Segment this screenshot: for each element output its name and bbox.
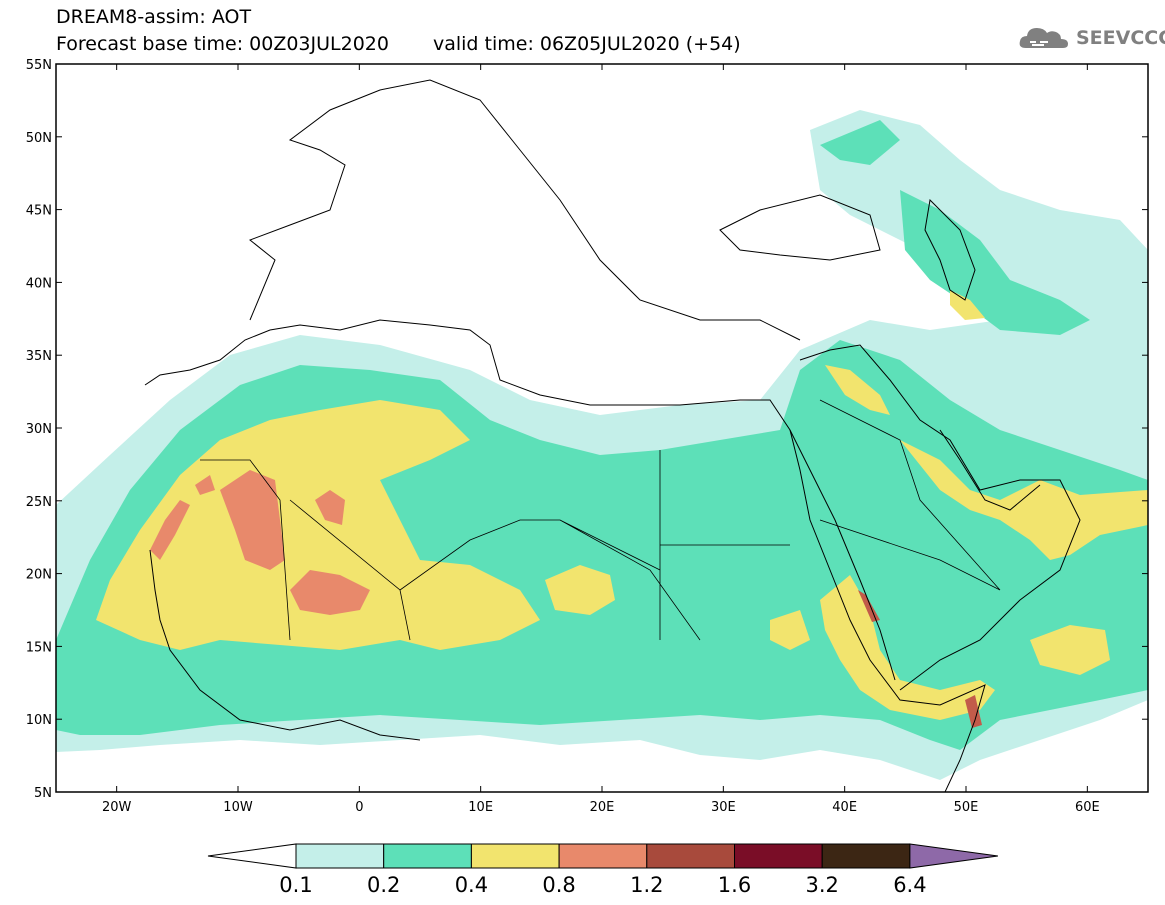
colorbar-label: 6.4: [893, 873, 926, 897]
aot-contour-level2-north: [820, 120, 1090, 335]
lat-tick-label: 20N: [26, 568, 52, 583]
axis-ticks: 5N 10N 15N 20N 25N 30N 35N 40N 45N 50N 55N 20W 10W 0 1…: [26, 58, 1148, 815]
coastlines: [144, 79, 1081, 792]
aot-contour-level3-red-sea: [820, 575, 995, 720]
colorbar: 0.1 0.2 0.4 0.8 1.2 1.6 3.2 6.4: [207, 843, 998, 897]
europe-coastline: [249, 79, 801, 341]
aot-contour-level4-west: [220, 470, 285, 570]
aot-contour-level4-algeria: [315, 490, 345, 525]
aot-contour-level3-arabia: [900, 440, 1148, 560]
lon-tick-label: 20E: [590, 800, 615, 815]
seevccc-logo: SEEVCCC: [1018, 24, 1165, 52]
lat-tick-label: 5N: [34, 786, 52, 801]
arabia-coastline: [799, 344, 1081, 691]
colorbar-swatch: [558, 843, 648, 869]
lon-tick-label: 50E: [954, 800, 979, 815]
aot-contour-level3-sahara: [96, 400, 540, 650]
lon-tick-label: 40E: [832, 800, 857, 815]
colorbar-swatch: [646, 843, 735, 869]
black-sea-coastline: [719, 194, 881, 261]
colorbar-label: 0.2: [367, 873, 400, 897]
aot-contour-level3-somalia-sea: [1030, 625, 1110, 675]
logo-text: SEEVCCC: [1076, 27, 1165, 49]
lat-tick-label: 55N: [26, 58, 52, 73]
colorbar-swatch: [383, 843, 472, 869]
lat-tick-label: 35N: [26, 349, 52, 364]
lon-tick-label: 0: [355, 800, 363, 815]
aot-contour-level3-ethiopia: [770, 610, 810, 650]
valid-time: valid time: 06Z05JUL2020 (+54): [432, 33, 741, 55]
lat-tick-label: 25N: [26, 495, 52, 510]
lat-tick-label: 40N: [26, 276, 52, 291]
lon-tick-label: 60E: [1075, 800, 1100, 815]
colorbar-swatch: [821, 843, 911, 869]
lon-tick-label: 10W: [223, 800, 253, 815]
colorbar-label: 1.6: [718, 873, 751, 897]
plot-title: DREAM8-assim: AOT: [56, 6, 252, 28]
colorbar-overflow-triangle: [909, 843, 998, 869]
africa-coastline: [144, 319, 986, 792]
caspian-coastline: [924, 198, 976, 301]
lat-tick-label: 10N: [26, 713, 52, 728]
colorbar-label: 1.2: [630, 873, 663, 897]
aot-contour-level4-mali: [290, 570, 370, 615]
colorbar-label: 0.1: [279, 873, 312, 897]
red-sea-coastline: [789, 429, 896, 681]
lat-tick-label: 50N: [26, 131, 52, 146]
cloud-icon: [1019, 28, 1068, 48]
aot-contour-level3-levant: [825, 365, 890, 415]
colorbar-label: 3.2: [805, 873, 838, 897]
lon-tick-label: 30E: [711, 800, 736, 815]
lat-tick-label: 30N: [26, 422, 52, 437]
colorbar-swatch: [734, 843, 823, 869]
colorbar-label: 0.8: [542, 873, 575, 897]
aot-contour-level4-coast: [150, 500, 190, 560]
colorbar-swatch: [295, 843, 385, 869]
country-borders: [200, 399, 1001, 641]
persian-gulf-coastline: [939, 429, 1041, 511]
colorbar-swatch: [470, 843, 560, 869]
west-africa-coastline: [149, 549, 421, 741]
aot-field: [56, 110, 1148, 780]
aot-contour-level3-sudan: [545, 565, 615, 615]
time-info: Forecast base time: 00Z03JUL2020 valid ti…: [56, 33, 741, 55]
lon-tick-label: 20W: [102, 800, 132, 815]
lat-tick-label: 45N: [26, 204, 52, 219]
lat-tick-label: 15N: [26, 640, 52, 655]
aot-contour-level4-somalia: [965, 695, 982, 728]
colorbar-label: 0.4: [455, 873, 488, 897]
aot-contour-level4-morocco: [195, 475, 215, 495]
lon-tick-label: 10E: [468, 800, 493, 815]
aot-contour-level3-caspian: [950, 290, 985, 320]
forecast-base-time: Forecast base time: 00Z03JUL2020: [56, 33, 389, 55]
aot-contour-level4-redsea: [858, 590, 880, 622]
colorbar-underflow-triangle: [207, 843, 297, 869]
aot-contour-level1-north: [810, 110, 1148, 330]
